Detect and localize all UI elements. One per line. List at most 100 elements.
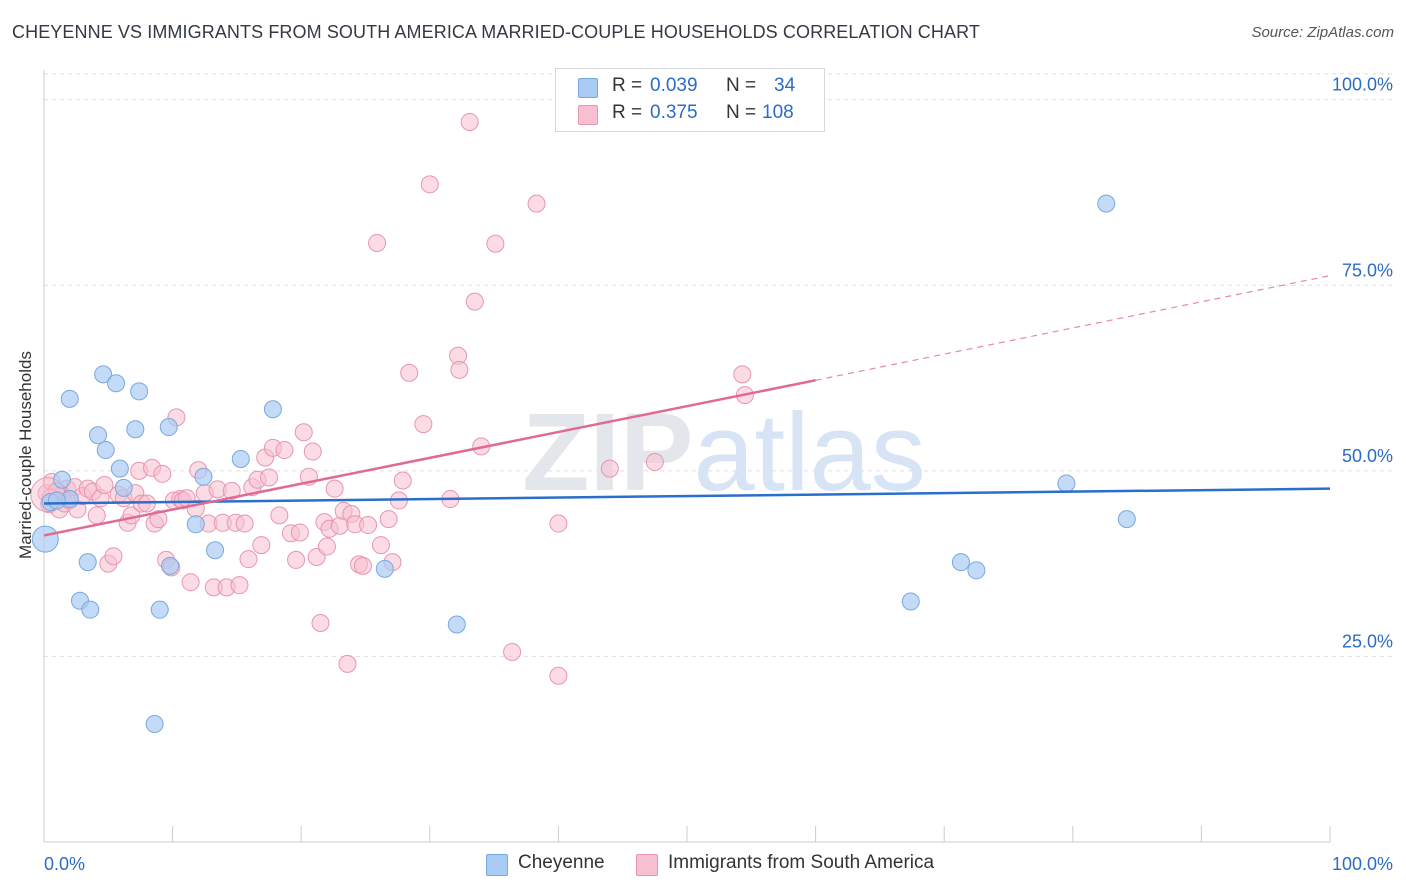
cheyenne-point bbox=[47, 491, 66, 510]
tick-labels: 25.0% 50.0% 75.0% 100.0% 0.0% 100.0% bbox=[44, 75, 1393, 874]
n-label: N = bbox=[726, 102, 757, 123]
immigrants-point bbox=[303, 442, 322, 461]
cheyenne-point bbox=[206, 541, 225, 560]
chart-title: CHEYENNE VS IMMIGRANTS FROM SOUTH AMERIC… bbox=[12, 22, 980, 42]
cheyenne-swatch bbox=[578, 78, 598, 98]
source-credit: Source: ZipAtlas.com bbox=[1251, 24, 1394, 41]
immigrants-point bbox=[235, 514, 254, 533]
immigrants-swatch bbox=[578, 105, 598, 125]
cheyenne-point bbox=[114, 478, 133, 497]
immigrants-point bbox=[317, 537, 336, 556]
immigrants-point bbox=[465, 292, 484, 311]
y-tick-label: 100.0% bbox=[1332, 75, 1393, 95]
cheyenne-point bbox=[130, 382, 149, 401]
n-label: N = bbox=[726, 75, 757, 96]
y-axis-label: Married-couple Households bbox=[16, 351, 35, 559]
cheyenne-point bbox=[375, 559, 394, 578]
cheyenne-point bbox=[89, 426, 108, 445]
immigrants-point bbox=[325, 479, 344, 498]
cheyenne-point bbox=[150, 600, 169, 619]
cheyenne-point bbox=[951, 553, 970, 572]
cheyenne-swatch bbox=[486, 854, 508, 876]
immigrants-point bbox=[733, 365, 752, 384]
immigrants-point bbox=[222, 481, 241, 500]
immigrants-points bbox=[30, 90, 820, 685]
immigrants-point bbox=[368, 233, 387, 252]
immigrants-point bbox=[503, 642, 522, 661]
cheyenne-point bbox=[78, 553, 97, 572]
immigrants-point bbox=[311, 614, 330, 633]
cheyenne-point bbox=[53, 470, 72, 489]
immigrants-trend-line bbox=[43, 379, 816, 537]
immigrants-trend-extension bbox=[815, 275, 1331, 381]
cheyenne-point bbox=[1117, 510, 1136, 529]
y-axis-label-wrap: Married-couple Households bbox=[6, 0, 46, 892]
cheyenne-point bbox=[901, 592, 920, 611]
cheyenne-point bbox=[967, 561, 986, 580]
x-tick-label: 0.0% bbox=[44, 854, 85, 874]
r-label: R = bbox=[612, 75, 643, 96]
immigrants-point bbox=[181, 573, 200, 592]
n-value: 34 bbox=[774, 75, 796, 96]
immigrants-point bbox=[149, 510, 168, 529]
y-tick-label: 75.0% bbox=[1342, 260, 1393, 280]
cheyenne-point bbox=[60, 389, 79, 408]
immigrants-point bbox=[359, 516, 378, 535]
immigrants-point bbox=[95, 475, 114, 494]
cheyenne-point bbox=[81, 600, 100, 619]
r-value: 0.375 bbox=[650, 102, 698, 123]
immigrants-point bbox=[87, 506, 106, 525]
immigrants-point bbox=[230, 576, 249, 595]
axis-layer bbox=[43, 70, 1331, 843]
immigrants-point bbox=[549, 514, 568, 533]
immigrants-point bbox=[460, 112, 479, 131]
stats-legend: R = 0.039 N = 34 R = 0.375 N = 108 bbox=[555, 68, 825, 132]
immigrants-point bbox=[527, 194, 546, 213]
immigrants-point bbox=[450, 360, 469, 379]
immigrants-swatch bbox=[636, 854, 658, 876]
immigrants-point bbox=[239, 550, 258, 569]
cheyenne-point bbox=[186, 515, 205, 534]
immigrants-point bbox=[260, 468, 279, 487]
n-value: 108 bbox=[762, 102, 794, 123]
cheyenne-point bbox=[159, 418, 178, 437]
immigrants-point bbox=[600, 459, 619, 478]
trend-lines bbox=[43, 275, 1331, 537]
immigrants-point bbox=[379, 510, 398, 529]
cheyenne-point bbox=[231, 449, 250, 468]
cheyenne-point bbox=[126, 420, 145, 439]
cheyenne-point bbox=[1057, 474, 1076, 493]
immigrants-point bbox=[275, 441, 294, 460]
legend-label: Cheyenne bbox=[518, 852, 605, 873]
x-tick-label: 100.0% bbox=[1332, 854, 1393, 874]
y-tick-label: 50.0% bbox=[1342, 446, 1393, 466]
immigrants-point bbox=[104, 547, 123, 566]
cheyenne-point bbox=[94, 365, 113, 384]
cheyenne-trend-line bbox=[43, 487, 1331, 505]
legend-label: Immigrants from South America bbox=[668, 852, 935, 873]
series-legend: Cheyenne Immigrants from South America bbox=[0, 852, 1406, 878]
immigrants-point bbox=[549, 666, 568, 685]
immigrants-point bbox=[400, 363, 419, 382]
immigrants-point bbox=[153, 464, 172, 483]
immigrants-point bbox=[252, 536, 271, 555]
cheyenne-point bbox=[107, 374, 126, 393]
immigrants-point bbox=[353, 556, 372, 575]
immigrants-point bbox=[414, 415, 433, 434]
immigrants-point bbox=[287, 550, 306, 569]
y-tick-label: 25.0% bbox=[1342, 631, 1393, 651]
immigrants-point bbox=[393, 471, 412, 490]
grid-layer bbox=[44, 73, 1394, 657]
cheyenne-point bbox=[110, 459, 129, 478]
immigrants-point bbox=[371, 536, 390, 555]
immigrants-point bbox=[420, 175, 439, 194]
r-label: R = bbox=[612, 102, 643, 123]
immigrants-point bbox=[338, 654, 357, 673]
immigrants-point bbox=[290, 523, 309, 542]
immigrants-point bbox=[294, 423, 313, 442]
immigrants-point bbox=[270, 506, 289, 525]
immigrants-point bbox=[486, 234, 505, 253]
immigrants-point bbox=[645, 452, 664, 471]
cheyenne-point bbox=[145, 714, 164, 733]
